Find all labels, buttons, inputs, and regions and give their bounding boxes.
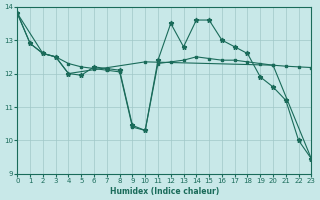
X-axis label: Humidex (Indice chaleur): Humidex (Indice chaleur) — [110, 187, 219, 196]
